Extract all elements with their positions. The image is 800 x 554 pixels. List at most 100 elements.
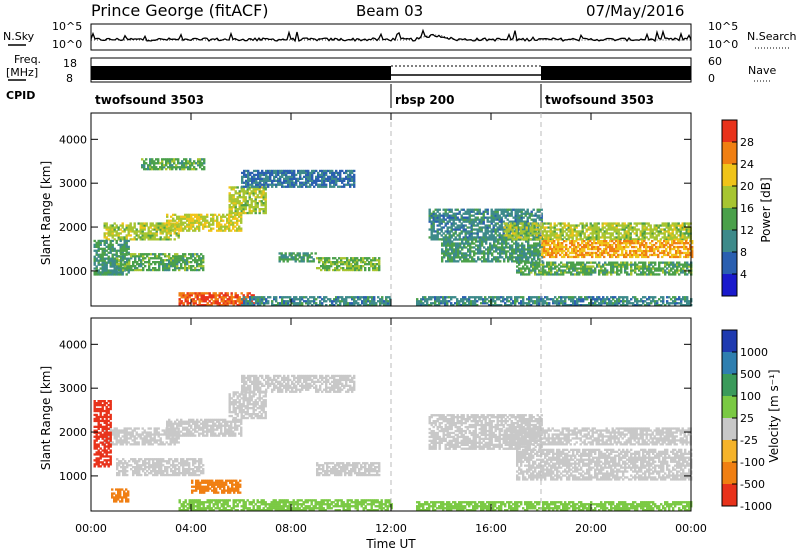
cell-r14 <box>615 240 618 243</box>
cell-r5 <box>95 257 98 260</box>
cell-r6 <box>148 259 151 262</box>
cell-r12 <box>451 260 454 263</box>
cell-r12 <box>471 242 474 245</box>
cell-r13 <box>657 234 660 237</box>
cell-r13 <box>593 238 596 241</box>
cell-r5 <box>93 261 96 264</box>
cell-r7 <box>244 296 247 299</box>
cell-r15 <box>522 265 525 268</box>
cell-r10 <box>336 263 339 266</box>
cell-r9 <box>280 256 283 259</box>
cell-r0 <box>125 228 128 231</box>
cell-r4 <box>187 160 190 163</box>
cell-r14 <box>583 253 586 257</box>
cell-r12 <box>521 258 524 261</box>
cell-r6 <box>182 255 185 258</box>
cell-r12 <box>493 244 496 247</box>
cell-r1 <box>198 227 201 230</box>
cell-r15 <box>596 265 599 268</box>
cell-r15 <box>550 263 553 266</box>
cell-r11 <box>444 218 447 221</box>
cell-r14 <box>573 249 576 253</box>
cell-r4 <box>191 164 194 167</box>
cell-r10 <box>346 268 349 272</box>
cell-r6 <box>152 253 155 256</box>
cell-r12 <box>529 252 532 255</box>
cell-r7 <box>202 298 205 301</box>
cell-r14 <box>643 251 646 255</box>
cell-r15 <box>538 265 541 268</box>
cell-r8 <box>381 300 384 303</box>
cell-r3 <box>265 183 268 186</box>
cell-r0 <box>127 224 130 227</box>
cell-r13 <box>621 234 624 237</box>
cell-r12 <box>505 256 508 259</box>
cell-r3 <box>269 183 272 186</box>
cell-r14 <box>671 253 674 257</box>
cell-r0 <box>139 222 142 225</box>
cell-r13 <box>593 232 596 235</box>
cell-r11 <box>440 230 443 233</box>
cell-r10 <box>330 265 333 268</box>
cell-r11 <box>496 230 499 233</box>
cell-r12 <box>515 244 518 247</box>
cell-r14 <box>601 253 604 257</box>
cell-r14 <box>581 255 584 259</box>
cell-r5 <box>101 267 104 270</box>
cell-r12 <box>477 258 480 261</box>
cell-r7 <box>178 300 181 303</box>
cell-r10 <box>368 263 371 266</box>
cell-r2 <box>260 194 263 197</box>
cell-r6 <box>202 265 205 268</box>
cell-r15 <box>544 271 547 274</box>
cell-r11 <box>468 216 471 219</box>
cell-r13 <box>505 222 508 225</box>
freq-tick-left-top: 18 <box>63 57 77 70</box>
cell-r13 <box>527 224 530 227</box>
cell-r15 <box>600 271 603 274</box>
cell-r14 <box>629 249 632 253</box>
cell-r0 <box>105 222 108 225</box>
cell-r15 <box>576 269 579 272</box>
cell-r13 <box>651 236 654 239</box>
cell-r11 <box>454 216 457 219</box>
cell-r4 <box>149 166 152 169</box>
cell-r3 <box>253 177 256 180</box>
cell-r14 <box>571 240 574 243</box>
cell-r4 <box>157 162 160 165</box>
cell-r0 <box>111 224 114 227</box>
cell-r15 <box>640 267 643 270</box>
cell-r11 <box>470 234 473 237</box>
cell-r5 <box>99 253 102 256</box>
cell-r8 <box>369 302 372 305</box>
cell-r7 <box>186 304 189 307</box>
cell-r4 <box>153 160 156 163</box>
cell-r10 <box>326 261 329 264</box>
cell-r7 <box>208 300 211 303</box>
cell-r13 <box>589 224 592 227</box>
cell-r0 <box>151 222 154 225</box>
cell-r12 <box>463 246 466 249</box>
cell-r14 <box>609 247 612 251</box>
cell-r12 <box>505 252 508 255</box>
cell-r3 <box>347 173 350 177</box>
cell-r3 <box>321 177 324 180</box>
cell-r3 <box>267 175 270 178</box>
cell-r11 <box>452 212 455 215</box>
cell-r15 <box>592 271 595 274</box>
cell-r1 <box>220 217 223 220</box>
cell-r5 <box>125 273 128 276</box>
cell-r14 <box>605 240 608 243</box>
cell-r14 <box>677 240 680 243</box>
cell-r4 <box>151 160 154 163</box>
cell-r15 <box>572 263 575 266</box>
cell-r12 <box>487 256 490 259</box>
cell-r0 <box>173 238 176 241</box>
cell-r11 <box>540 212 543 215</box>
cell-r2 <box>252 188 255 191</box>
cell-r12 <box>475 238 478 241</box>
cell-r10 <box>346 267 349 270</box>
cell-r3 <box>335 171 338 175</box>
cell-r6 <box>168 265 171 268</box>
cell-r14 <box>571 243 574 247</box>
